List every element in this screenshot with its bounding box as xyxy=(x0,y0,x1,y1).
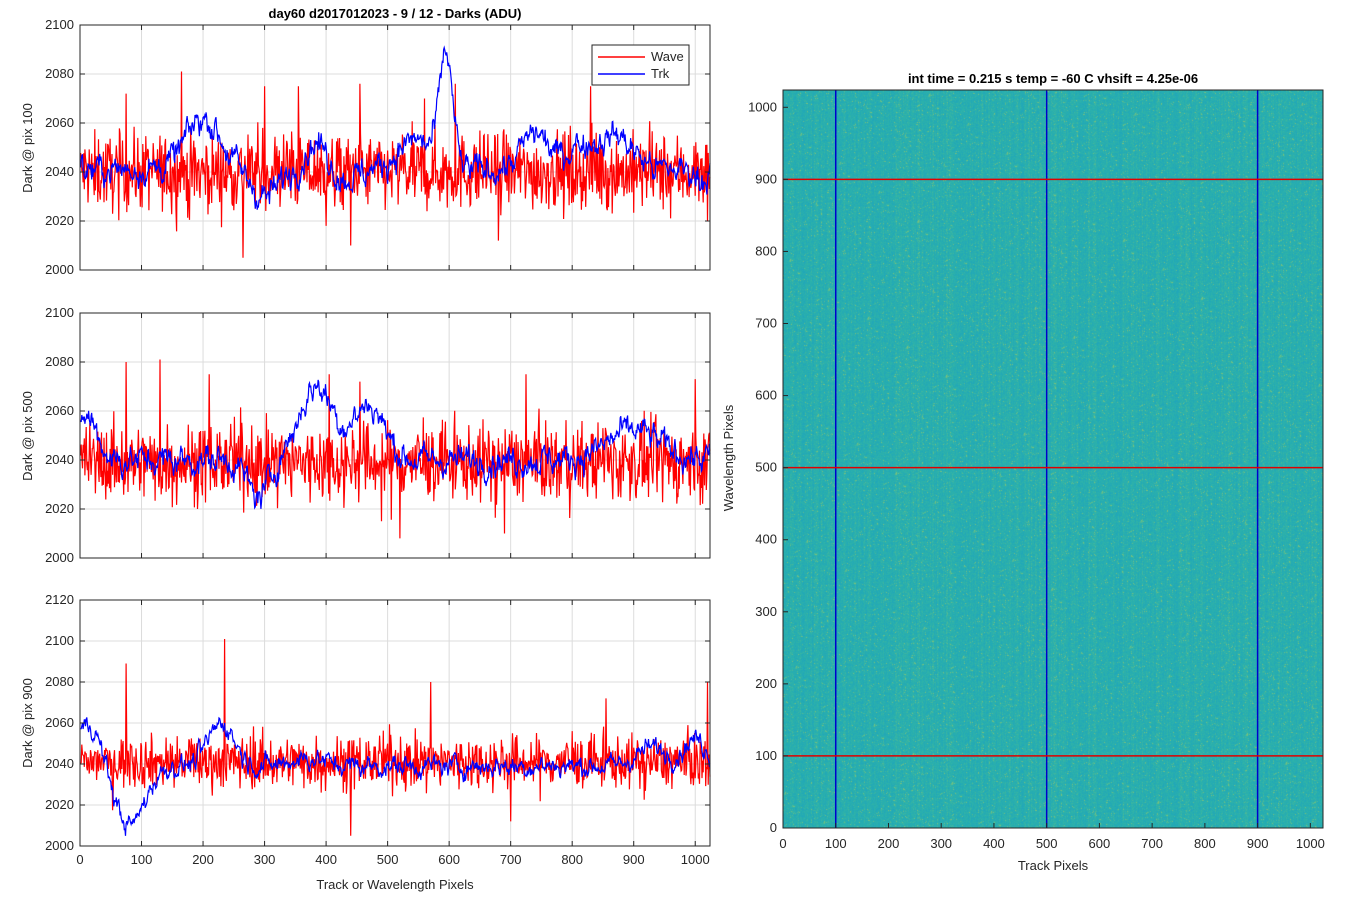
legend-label-trk: Trk xyxy=(651,66,670,81)
bottom-xlabel: Track or Wavelength Pixels xyxy=(316,877,474,892)
series-line-trk xyxy=(80,379,711,510)
ytick-label: 2000 xyxy=(45,838,74,853)
heatmap-frame xyxy=(782,89,1324,829)
ytick-label: 2060 xyxy=(45,403,74,418)
series-line-wave xyxy=(80,638,711,836)
xtick-label: 300 xyxy=(930,836,952,851)
xtick-label: 600 xyxy=(438,852,460,867)
heatmap-title: int time = 0.215 s temp = -60 C vhsift =… xyxy=(908,71,1198,86)
series-line-trk xyxy=(80,716,711,836)
ytick-label: 2060 xyxy=(45,715,74,730)
ytick-label: 2080 xyxy=(45,354,74,369)
ytick-label: 200 xyxy=(755,676,777,691)
ytick-label: 2060 xyxy=(45,115,74,130)
ytick-label: 100 xyxy=(755,748,777,763)
ytick-label: 0 xyxy=(770,820,777,835)
ytick-label: 700 xyxy=(755,316,777,331)
ytick-label: 2000 xyxy=(45,262,74,277)
top-plot-title: day60 d2017012023 - 9 / 12 - Darks (ADU) xyxy=(269,6,522,21)
xtick-label: 400 xyxy=(315,852,337,867)
xtick-label: 400 xyxy=(983,836,1005,851)
ytick-label: 300 xyxy=(755,604,777,619)
legend: Wave Trk xyxy=(591,44,690,86)
ytick-label: 2100 xyxy=(45,17,74,32)
xtick-label: 500 xyxy=(377,852,399,867)
xtick-label: 700 xyxy=(1141,836,1163,851)
ytick-label: 1000 xyxy=(748,99,777,114)
heatmap-canvas xyxy=(783,90,1323,828)
ytick-label: 600 xyxy=(755,388,777,403)
xtick-label: 1000 xyxy=(681,852,710,867)
ytick-label: 2040 xyxy=(45,452,74,467)
ytick-label: 2020 xyxy=(45,501,74,516)
xtick-label: 800 xyxy=(1194,836,1216,851)
legend-box xyxy=(591,44,690,86)
xtick-label: 900 xyxy=(1247,836,1269,851)
line-chart-1: 2000 2020 2040 2060 2080 2100 xyxy=(45,17,711,277)
xtick-label: 500 xyxy=(1036,836,1058,851)
ytick-label: 2000 xyxy=(45,550,74,565)
xtick-label: 200 xyxy=(878,836,900,851)
series-line-wave xyxy=(80,359,711,539)
ytick-label: 2080 xyxy=(45,674,74,689)
ytick-label: 900 xyxy=(755,171,777,186)
xtick-label: 800 xyxy=(561,852,583,867)
ytick-label: 2020 xyxy=(45,797,74,812)
ytick-label: 2040 xyxy=(45,756,74,771)
heatmap-image xyxy=(783,90,1323,828)
line-chart-3: 2000 2020 2040 2060 2080 2100 2120 0 100 200 300 40… xyxy=(45,592,711,867)
axes-frame xyxy=(79,312,711,559)
ytick-label: 2100 xyxy=(45,633,74,648)
legend-label-wave: Wave xyxy=(651,49,684,64)
ylabel-pix-500: Dark @ pix 500 xyxy=(20,391,35,481)
axes-frame xyxy=(79,24,711,271)
ylabel-pix-900: Dark @ pix 900 xyxy=(20,678,35,768)
xtick-label: 100 xyxy=(825,836,847,851)
xtick-label: 600 xyxy=(1089,836,1111,851)
xtick-label: 200 xyxy=(192,852,214,867)
heatmap-xlabel: Track Pixels xyxy=(1018,858,1089,873)
ytick-label: 500 xyxy=(755,460,777,475)
series-line-trk xyxy=(80,45,711,210)
ytick-label: 2020 xyxy=(45,213,74,228)
ytick-label: 400 xyxy=(755,532,777,547)
ylabel-pix-100: Dark @ pix 100 xyxy=(20,103,35,193)
xtick-label: 700 xyxy=(500,852,522,867)
ytick-label: 2080 xyxy=(45,66,74,81)
heatmap-ylabel: Wavelength Pixels xyxy=(721,404,736,511)
ytick-label: 800 xyxy=(755,243,777,258)
xtick-label: 900 xyxy=(623,852,645,867)
xtick-label: 100 xyxy=(131,852,153,867)
line-chart-2: 2000 2020 2040 2060 2080 2100 xyxy=(45,305,711,565)
heatmap-chart: 0 100 200 300 400 500 600 700 800 900 1000 0 100 200 3… xyxy=(748,89,1325,851)
ytick-label: 2120 xyxy=(45,592,74,607)
xtick-label: 1000 xyxy=(1296,836,1325,851)
ytick-label: 2100 xyxy=(45,305,74,320)
ytick-label: 2040 xyxy=(45,164,74,179)
xtick-label: 0 xyxy=(779,836,786,851)
series-line-wave xyxy=(80,71,711,258)
xtick-label: 0 xyxy=(76,852,83,867)
xtick-label: 300 xyxy=(254,852,276,867)
